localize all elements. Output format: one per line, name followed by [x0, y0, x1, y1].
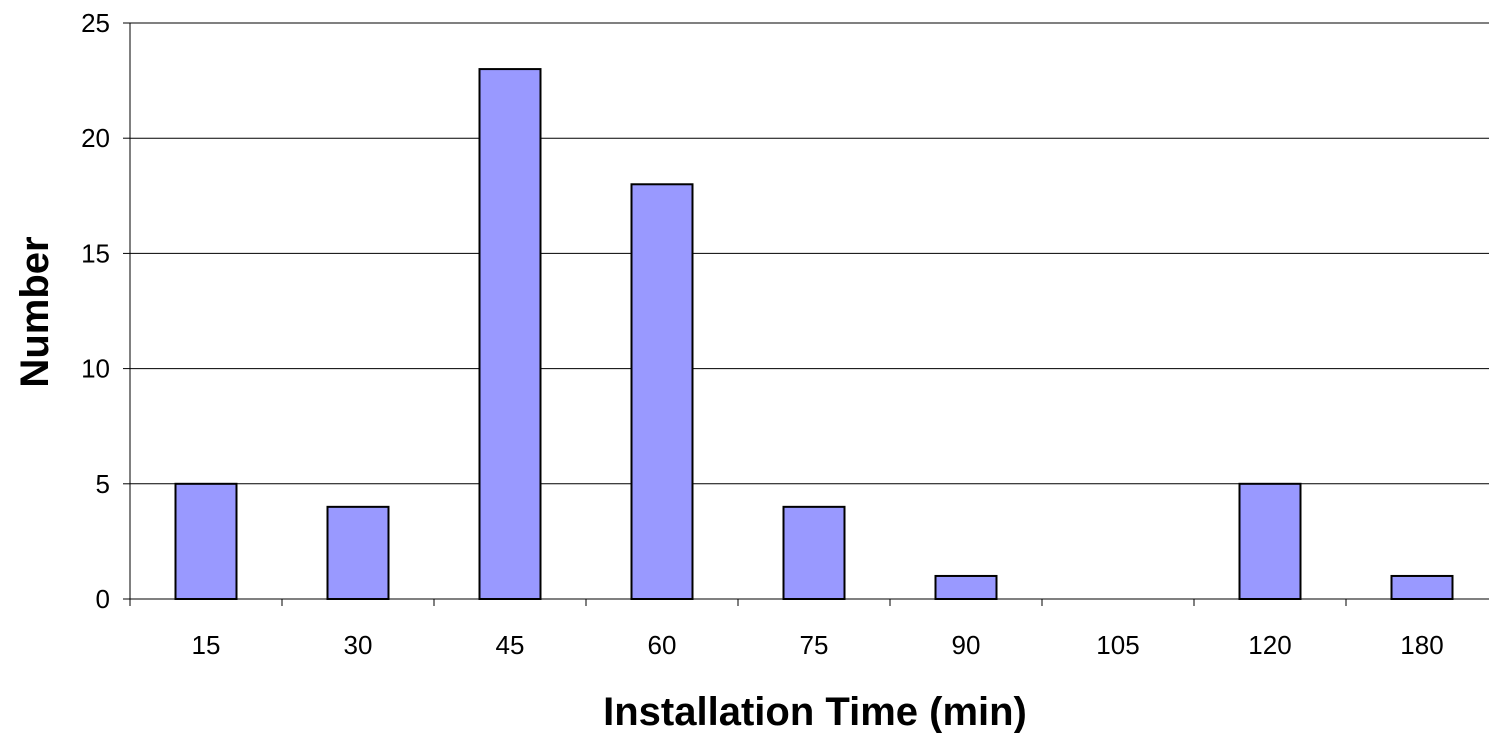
x-tick-label-30: 30: [344, 630, 373, 660]
x-tick-label-15: 15: [192, 630, 221, 660]
bar-180: [1390, 574, 1454, 601]
bar-75: [782, 505, 846, 600]
bar-45: [478, 68, 542, 600]
bar-60: [630, 183, 694, 600]
y-tick-label-10: 10: [81, 354, 110, 384]
x-tick-label-75: 75: [800, 630, 829, 660]
x-tick-label-105: 105: [1096, 630, 1139, 660]
x-tick-label-90: 90: [952, 630, 981, 660]
axes: [123, 22, 1489, 606]
gridlines: [130, 22, 1489, 485]
y-tick-label-0: 0: [96, 584, 110, 614]
x-axis-title: Installation Time (min): [603, 690, 1027, 733]
bar-30: [326, 505, 390, 600]
bars: [174, 68, 1454, 601]
bar-90: [934, 574, 998, 601]
y-tick-label-15: 15: [81, 238, 110, 268]
x-tick-label-45: 45: [496, 630, 525, 660]
bar-15: [174, 482, 238, 600]
y-tick-label-5: 5: [96, 469, 110, 499]
y-tick-label-25: 25: [81, 8, 110, 38]
y-tick-label-20: 20: [81, 123, 110, 153]
x-tick-label-60: 60: [648, 630, 677, 660]
tick-labels: 0 5 10 15 20 25 15 30 45 60 75 90 105 120 180: [81, 8, 1444, 660]
x-tick-label-180: 180: [1400, 630, 1443, 660]
bar-120: [1238, 482, 1302, 600]
y-axis-title: Number: [13, 236, 57, 387]
x-tick-label-120: 120: [1248, 630, 1291, 660]
